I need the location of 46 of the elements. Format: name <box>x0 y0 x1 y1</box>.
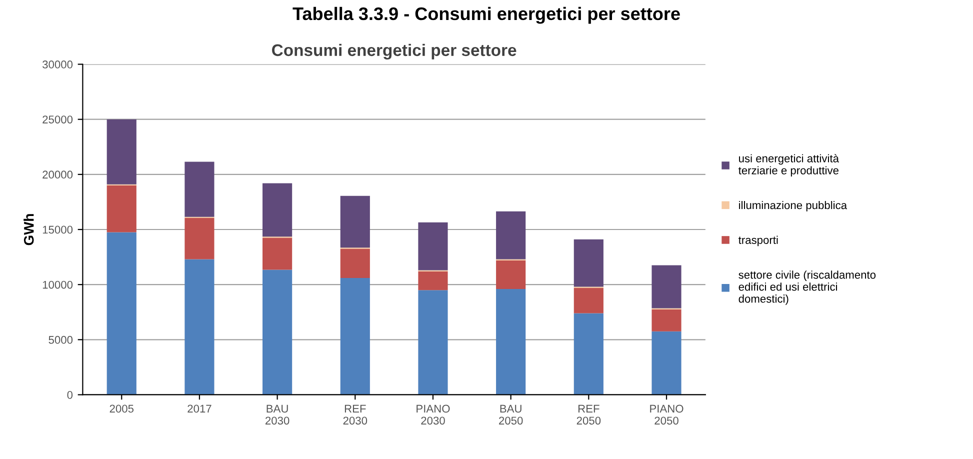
bar <box>184 259 214 395</box>
x-tick-label: 2017 <box>188 404 212 413</box>
bar <box>418 290 448 395</box>
bar <box>574 288 604 314</box>
y-tick-label: 0 <box>67 391 73 399</box>
y-tick-label: 25000 <box>42 116 73 124</box>
bar <box>106 185 136 232</box>
bar <box>652 265 682 308</box>
bar <box>340 196 370 248</box>
legend-label: trasporti <box>738 236 778 246</box>
bar <box>262 270 292 395</box>
legend-label: usi energetici attività terziarie e produttive <box>738 154 839 177</box>
chart-subtitle: Consumi energetici per settore <box>272 44 516 60</box>
bar <box>574 313 604 395</box>
x-tick-label: PIANO 2050 <box>650 404 684 425</box>
legend-label: settore civile (riscaldamento edifici ed usi elettrici domestici) <box>738 270 876 305</box>
bar <box>418 271 448 290</box>
bar <box>106 232 136 395</box>
x-tick-label: PIANO 2030 <box>416 404 450 425</box>
bar <box>340 248 370 278</box>
chart-title: Tabella 3.3.9 - Consumi energetici per settore <box>292 6 680 24</box>
y-tick-label: 15000 <box>42 226 73 234</box>
bar <box>262 183 292 237</box>
bar <box>184 162 214 217</box>
x-tick-label: BAU 2050 <box>499 404 523 425</box>
bar <box>652 331 682 395</box>
bar <box>496 288 526 395</box>
bar <box>496 211 526 260</box>
bar <box>184 218 214 260</box>
y-tick-label: 20000 <box>42 170 73 179</box>
x-tick-label: REF 2050 <box>576 404 601 425</box>
x-tick-label: BAU 2030 <box>266 404 290 425</box>
y-tick-label: 5000 <box>48 336 73 344</box>
y-axis-title: GWh <box>24 214 34 246</box>
bar <box>418 222 448 270</box>
y-tick-label: 10000 <box>42 280 73 289</box>
bar <box>574 239 604 287</box>
bar <box>106 119 136 184</box>
bar <box>496 260 526 289</box>
x-tick-label: 2005 <box>110 404 134 413</box>
legend-label: illuminazione pubblica <box>739 201 848 212</box>
x-tick-label: REF 2030 <box>343 404 368 425</box>
y-tick-label: 30000 <box>42 60 73 68</box>
bar <box>652 309 682 332</box>
bar <box>262 238 292 270</box>
bar <box>340 278 370 395</box>
